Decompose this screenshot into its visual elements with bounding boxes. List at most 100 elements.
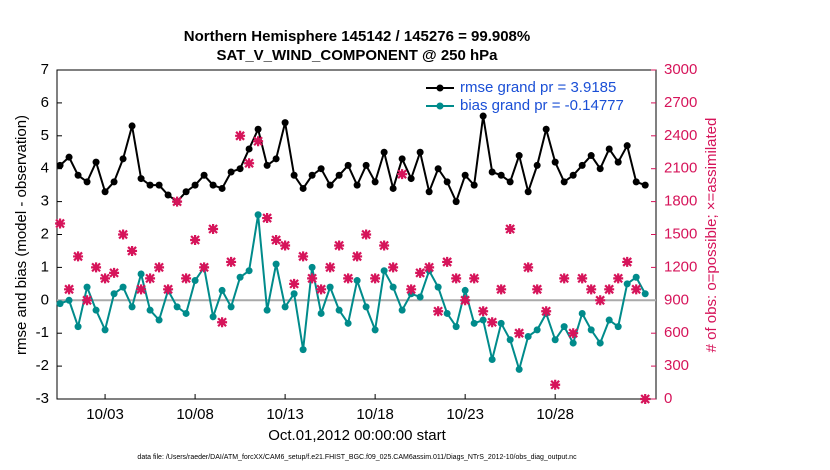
obs-marker xyxy=(172,196,183,207)
x-tick-label: 10/28 xyxy=(536,406,574,423)
obs-marker xyxy=(370,273,381,284)
y-axis-label: rmse and bias (model - observation) xyxy=(13,115,30,355)
y2-tick-label: 300 xyxy=(664,357,689,374)
point xyxy=(83,178,91,186)
point xyxy=(254,125,262,133)
obs-marker xyxy=(199,262,210,273)
obs-marker xyxy=(208,224,219,235)
y2-tick-label: 0 xyxy=(664,390,672,407)
point xyxy=(398,306,406,314)
point xyxy=(605,145,613,153)
x-tick-label: 10/13 xyxy=(266,406,304,423)
y-tick-label: 6 xyxy=(41,94,49,111)
point xyxy=(587,326,595,334)
obs-marker xyxy=(343,273,354,284)
point xyxy=(227,303,235,311)
legend-marker xyxy=(436,102,444,110)
obs-marker xyxy=(496,284,507,295)
obs-marker xyxy=(469,273,480,284)
point xyxy=(416,148,424,156)
point xyxy=(353,277,361,285)
obs-marker xyxy=(82,295,93,306)
point xyxy=(443,309,451,317)
y2-tick-label: 2400 xyxy=(664,127,697,144)
point xyxy=(335,306,343,314)
obs-marker xyxy=(226,256,237,267)
point xyxy=(353,181,361,189)
obs-marker xyxy=(388,262,399,273)
point xyxy=(128,303,136,311)
point xyxy=(398,155,406,163)
point xyxy=(371,178,379,186)
point xyxy=(524,332,532,340)
obs-marker xyxy=(514,328,525,339)
point xyxy=(623,280,631,288)
obs-marker xyxy=(73,251,84,262)
legend-label: bias grand pr = -0.14777 xyxy=(460,97,624,114)
point xyxy=(110,178,118,186)
obs-marker xyxy=(541,306,552,317)
obs-marker xyxy=(460,295,471,306)
y2-tick-label: 1500 xyxy=(664,225,697,242)
point xyxy=(344,161,352,169)
point xyxy=(173,303,181,311)
point xyxy=(245,267,253,275)
point xyxy=(128,122,136,130)
obs-marker xyxy=(613,273,624,284)
obs-marker xyxy=(262,213,273,224)
point xyxy=(479,316,487,324)
obs-marker xyxy=(559,273,570,284)
point xyxy=(74,171,82,179)
obs-marker xyxy=(145,273,156,284)
point xyxy=(551,336,559,344)
footnote: data file: /Users/raeder/DAI/ATM_forcXX/… xyxy=(137,454,577,461)
point xyxy=(479,112,487,120)
point xyxy=(344,319,352,327)
point xyxy=(263,161,271,169)
point xyxy=(614,158,622,166)
obs-marker xyxy=(100,273,111,284)
point xyxy=(371,326,379,334)
point xyxy=(317,165,325,173)
obs-marker xyxy=(307,273,318,284)
y-tick-label: 7 xyxy=(41,61,49,78)
point xyxy=(191,277,199,285)
obs-marker xyxy=(91,262,102,273)
point xyxy=(497,319,505,327)
x-tick-label: 10/23 xyxy=(446,406,484,423)
obs-marker xyxy=(190,234,201,245)
point xyxy=(470,319,478,327)
point xyxy=(425,188,433,196)
point xyxy=(137,175,145,183)
obs-marker xyxy=(550,379,561,390)
y2-tick-label: 2100 xyxy=(664,160,697,177)
x-axis-label: Oct.01,2012 00:00:00 start xyxy=(268,427,446,444)
obs-marker xyxy=(109,267,120,278)
point xyxy=(560,178,568,186)
point xyxy=(182,188,190,196)
point xyxy=(515,152,523,160)
point xyxy=(335,171,343,179)
point xyxy=(92,158,100,166)
y2-tick-label: 900 xyxy=(664,291,689,308)
obs-marker xyxy=(622,256,633,267)
point xyxy=(461,286,469,294)
point xyxy=(506,178,514,186)
point xyxy=(182,309,190,317)
point xyxy=(416,293,424,301)
point xyxy=(281,303,289,311)
point xyxy=(155,316,163,324)
point xyxy=(209,181,217,189)
point xyxy=(83,283,91,291)
obs-marker xyxy=(595,295,606,306)
point xyxy=(434,283,442,291)
point xyxy=(308,171,316,179)
point xyxy=(137,270,145,278)
point xyxy=(407,175,415,183)
point xyxy=(317,309,325,317)
point xyxy=(299,346,307,354)
point xyxy=(65,296,73,304)
point xyxy=(236,273,244,281)
obs-marker xyxy=(181,273,192,284)
point xyxy=(380,148,388,156)
